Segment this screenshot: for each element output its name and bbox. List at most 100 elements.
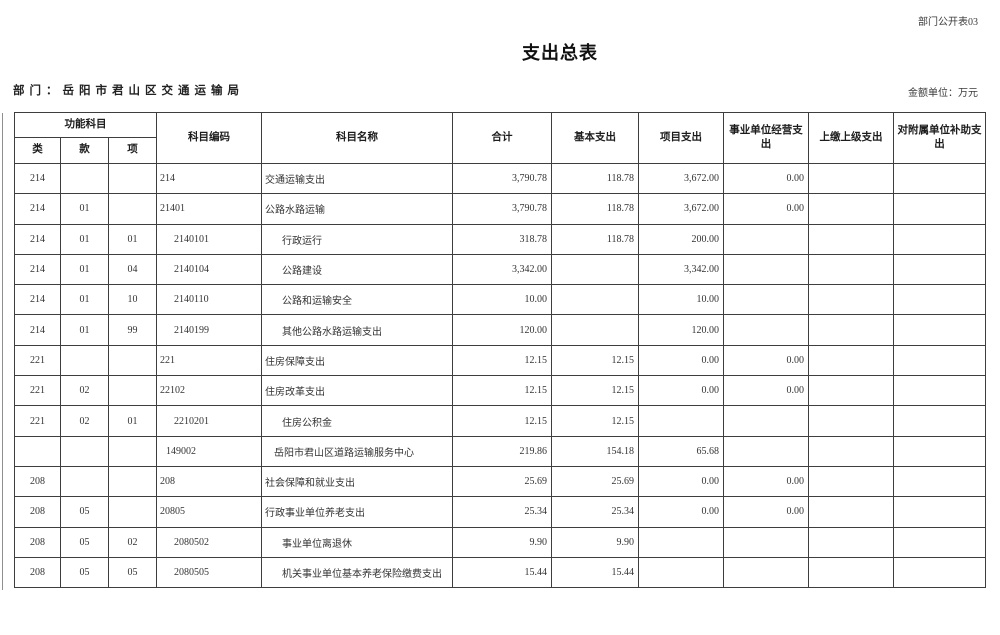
cell-project-expenditure: 120.00 [638,314,725,346]
cell-upper-level-expenditure [808,556,895,589]
cell-section: 01 [60,193,109,225]
cell-total: 3,342.00 [452,253,553,286]
cell-subject-code: 20805 [156,496,263,528]
cell-section: 01 [60,253,109,286]
cell-section [60,435,109,467]
cell-item [107,435,158,467]
cell-subject-code: 21401 [156,193,263,225]
cell-basic-expenditure: 25.69 [551,465,640,498]
page-title: 支出总表 [522,43,598,63]
cell-subsidy-expenditure [893,253,987,286]
cell-basic-expenditure: 118.78 [551,223,640,255]
table-row: 221 02 01 2210201 住房公积金 12.15 12.15 [14,405,987,437]
cell-category: 214 [14,193,61,225]
cell-upper-level-expenditure [808,314,895,346]
cell-total: 3,790.78 [452,162,553,195]
cell-subsidy-expenditure [893,465,987,498]
cell-project-expenditure [638,405,725,437]
cell-operating-expenditure: 0.00 [723,193,810,225]
cell-subject-code: 214 [156,162,263,195]
cell-section: 02 [60,375,109,407]
cell-subsidy-expenditure [893,314,987,346]
cell-subject-name: 住房保障支出 [261,344,454,377]
cell-upper-level-expenditure [808,526,895,558]
cell-item [107,162,158,195]
cell-project-expenditure: 0.00 [638,496,725,528]
cell-project-expenditure: 0.00 [638,465,725,498]
cell-basic-expenditure [551,284,640,316]
cell-subject-code: 22102 [156,375,263,407]
cell-basic-expenditure: 12.15 [551,375,640,407]
cell-item: 05 [107,556,158,589]
cell-subject-code: 149002 [156,435,263,467]
cell-section [60,344,109,377]
cell-total: 15.44 [452,556,553,589]
cell-total: 120.00 [452,314,553,346]
cell-operating-expenditure [723,405,810,437]
cell-category [14,435,61,467]
cell-basic-expenditure: 25.34 [551,496,640,528]
table-row: 208 05 05 2080505 机关事业单位基本养老保险缴费支出 15.44 15.44 [14,556,987,589]
cell-upper-level-expenditure [808,253,895,286]
cell-project-expenditure [638,526,725,558]
cell-item [107,344,158,377]
table-row: 214 01 04 2140104 公路建设 3,342.00 3,342.00 [14,253,987,286]
cell-subject-code: 2080502 [156,526,263,558]
cell-subsidy-expenditure [893,284,987,316]
cell-category: 214 [14,162,61,195]
header-basic-expenditure: 基本支出 [551,112,640,164]
cell-category: 214 [14,253,61,286]
cell-total: 219.86 [452,435,553,467]
cell-basic-expenditure: 118.78 [551,193,640,225]
cell-subject-name: 行政事业单位养老支出 [261,496,454,528]
header-subject-code: 科目编码 [156,112,263,164]
cell-total: 25.34 [452,496,553,528]
table-row: 221 02 22102 住房改革支出 12.15 12.15 0.00 0.00 [14,375,987,407]
table-row: 214 01 21401 公路水路运输 3,790.78 118.78 3,672.00 0.… [14,193,987,225]
cell-project-expenditure: 0.00 [638,344,725,377]
cell-category: 221 [14,375,61,407]
cell-total: 3,790.78 [452,193,553,225]
amount-unit-label: 金额单位：万元 [908,88,978,99]
cell-item [107,375,158,407]
header-subject-name: 科目名称 [261,112,454,164]
cell-section [60,465,109,498]
cell-subject-code: 2140110 [156,284,263,316]
cell-subsidy-expenditure [893,162,987,195]
cell-operating-expenditure [723,253,810,286]
cell-subject-code: 208 [156,465,263,498]
cell-section: 01 [60,223,109,255]
cell-upper-level-expenditure [808,405,895,437]
table-header: 功能科目 科目编码 科目名称 合计 基本支出 项目支出 事业单位经营支出 上缴上… [13,112,987,164]
cell-operating-expenditure [723,223,810,255]
cell-upper-level-expenditure [808,344,895,377]
cell-item: 04 [107,253,158,286]
cell-subject-code: 221 [156,344,263,377]
cell-category: 208 [14,465,61,498]
cell-subject-name: 行政运行 [261,223,454,255]
header-subsidy-expenditure: 对附属单位补助支出 [893,112,987,164]
cell-operating-expenditure [723,284,810,316]
cell-basic-expenditure [551,253,640,286]
cell-subsidy-expenditure [893,556,987,589]
cell-category: 208 [14,526,61,558]
cell-category: 221 [14,405,61,437]
cell-basic-expenditure: 15.44 [551,556,640,589]
cell-operating-expenditure [723,435,810,467]
cell-upper-level-expenditure [808,435,895,467]
cell-category: 214 [14,284,61,316]
cell-basic-expenditure: 118.78 [551,162,640,195]
cell-upper-level-expenditure [808,465,895,498]
cell-project-expenditure: 10.00 [638,284,725,316]
cell-subject-code: 2140101 [156,223,263,255]
cell-operating-expenditure: 0.00 [723,496,810,528]
cell-section: 01 [60,284,109,316]
cell-project-expenditure [638,556,725,589]
cell-item [107,193,158,225]
cell-project-expenditure: 3,342.00 [638,253,725,286]
cell-basic-expenditure: 12.15 [551,344,640,377]
cell-category: 208 [14,556,61,589]
cell-subject-name: 社会保障和就业支出 [261,465,454,498]
page-edge-line [2,113,3,590]
cell-item: 01 [107,405,158,437]
